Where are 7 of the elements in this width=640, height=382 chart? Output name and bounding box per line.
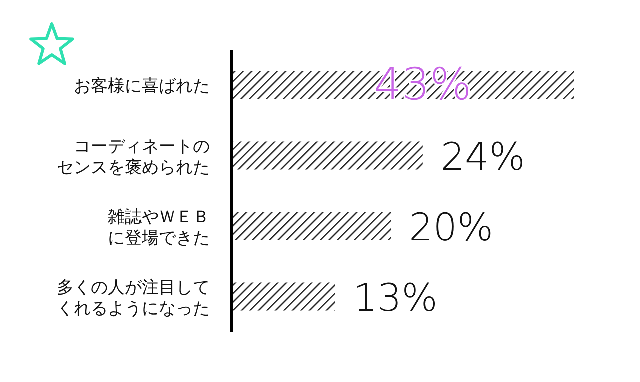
y-tick-label: 多くの人が注目してくれるようになった <box>57 278 210 319</box>
data-label: 24% <box>440 134 526 179</box>
y-tick-label: 雑誌やＷＥＢに登場できた <box>108 207 210 248</box>
y-tick-label: お客様に喜ばれた <box>74 76 210 96</box>
data-label: 20% <box>409 205 494 250</box>
y-tick-label: コーディネートのセンスを褒められた <box>57 136 210 178</box>
data-label: 13% <box>353 276 438 320</box>
